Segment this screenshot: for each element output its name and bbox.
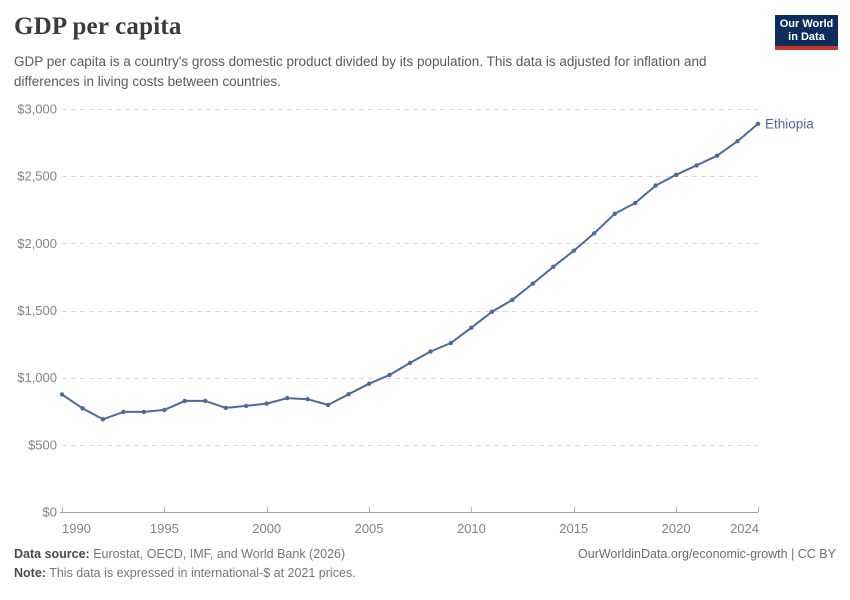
owid-logo-line2: in Data (788, 31, 825, 43)
svg-text:2000: 2000 (252, 521, 281, 536)
chart-footer: Data source: Eurostat, OECD, IMF, and Wo… (14, 545, 836, 582)
page-title: GDP per capita (14, 13, 182, 40)
svg-text:$2,000: $2,000 (17, 236, 57, 251)
svg-text:$1,500: $1,500 (17, 303, 57, 318)
series-line-ethiopia (61, 122, 759, 421)
owid-logo: Our World in Data (775, 15, 838, 50)
svg-text:1995: 1995 (150, 521, 179, 536)
svg-text:$0: $0 (43, 505, 57, 520)
svg-text:2005: 2005 (355, 521, 384, 536)
svg-text:$1,000: $1,000 (17, 370, 57, 385)
data-source-text: Eurostat, OECD, IMF, and World Bank (202… (93, 547, 346, 561)
svg-text:2010: 2010 (457, 521, 486, 536)
owid-logo-line1: Our World (779, 18, 834, 30)
series-end-label: Ethiopia (765, 116, 814, 131)
gdp-line-chart[interactable]: $0 $500 $1,000 $1,500 $2,000 $2,500 $3,000 1990… (0, 90, 850, 545)
svg-text:$500: $500 (28, 437, 57, 452)
chart-subtitle: GDP per capita is a country's gross dome… (14, 54, 707, 89)
note-line: Note: This data is expressed in internat… (14, 564, 836, 583)
svg-text:2015: 2015 (559, 521, 588, 536)
data-source-label: Data source: (14, 547, 90, 561)
note-text: This data is expressed in international-… (49, 565, 356, 580)
attribution-link[interactable]: OurWorldinData.org/economic-growth | CC … (578, 547, 836, 561)
svg-text:2024: 2024 (730, 521, 759, 536)
svg-text:$3,000: $3,000 (17, 102, 57, 117)
svg-text:1990: 1990 (62, 521, 91, 536)
svg-text:2020: 2020 (662, 521, 691, 536)
note-label: Note: (14, 565, 46, 580)
svg-text:$2,500: $2,500 (17, 169, 57, 184)
data-source-line: Data source: Eurostat, OECD, IMF, and Wo… (14, 545, 836, 564)
